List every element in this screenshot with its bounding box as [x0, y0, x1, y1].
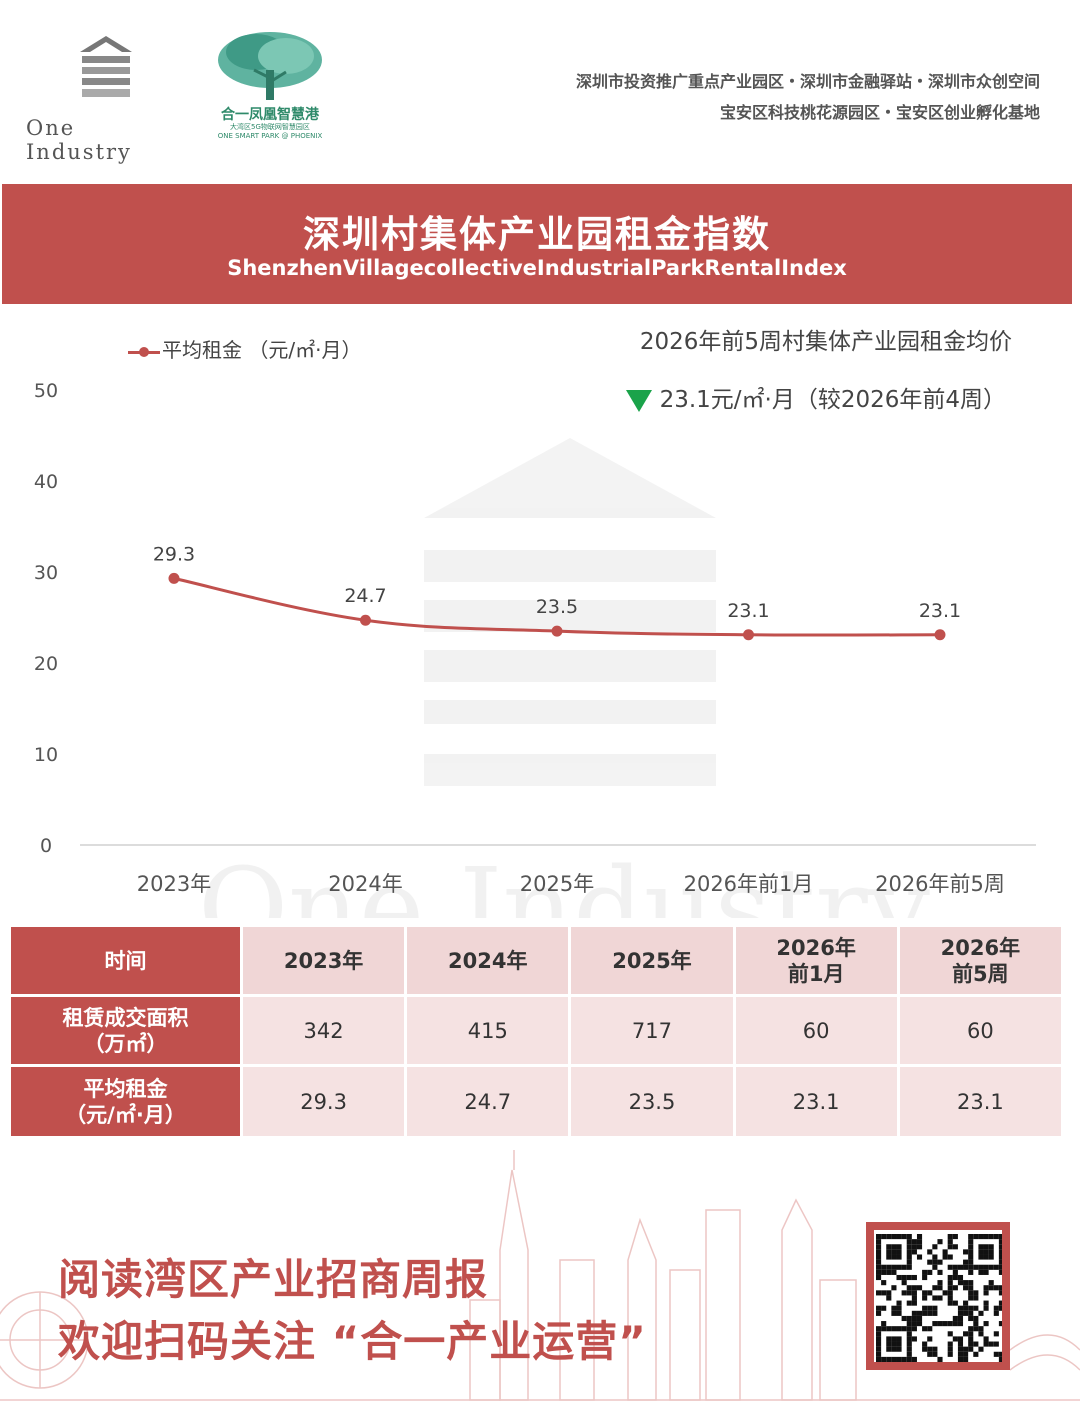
table-cell: 23.5	[568, 1064, 736, 1139]
page-footer: 阅读湾区产业招商周报 欢迎扫码关注 “合一产业运营”	[0, 1150, 1080, 1404]
table-row-label: 租赁成交面积 （万㎡）	[8, 994, 243, 1067]
table-column-header: 2026年 前1月	[732, 924, 900, 997]
y-tick-label: 0	[40, 835, 52, 857]
summary-value: 23.1元/㎡·月（较2026年前4周）	[625, 380, 1006, 414]
table-cell: 717	[568, 994, 736, 1067]
summary-value-text: 23.1元/㎡·月（较2026年前4周）	[659, 387, 1006, 413]
park-logo-name: 合一凤凰智慧港	[221, 107, 319, 123]
cta-line1: 阅读湾区产业招商周报	[58, 1255, 489, 1304]
series-point	[743, 629, 754, 641]
table-cell: 23.1	[896, 1064, 1065, 1139]
table-header-row: 时间 2023年 2024年 2025年 2026年 前1月 2026年 前5周	[8, 924, 1065, 997]
watermark-logo-icon	[424, 438, 716, 786]
park-logo: 合一凤凰智慧港 大湾区5G物联网智慧园区 ONE SMART PARK @ PH…	[210, 30, 330, 142]
data-label: 23.1	[919, 600, 961, 622]
legend-label: 平均租金 （元/㎡·月）	[162, 338, 362, 362]
one-industry-logo: One Industry	[26, 34, 186, 164]
table-cell: 342	[239, 994, 408, 1067]
table-cell: 23.1	[732, 1064, 900, 1139]
x-tick-label: 2024年	[328, 872, 402, 896]
data-table: 时间 2023年 2024年 2025年 2026年 前1月 2026年 前5周…	[8, 924, 1065, 1139]
y-tick-label: 20	[34, 653, 58, 675]
y-tick-label: 40	[34, 471, 58, 493]
qr-code-icon[interactable]	[866, 1222, 1010, 1370]
series-point	[360, 614, 371, 626]
series-point	[168, 572, 180, 584]
table-cell: 60	[896, 994, 1065, 1067]
cta-line2: 欢迎扫码关注 “合一产业运营”	[58, 1317, 647, 1366]
table-row: 平均租金 （元/㎡·月） 29.3 24.7 23.5 23.1 23.1	[8, 1064, 1065, 1139]
table-cell: 29.3	[239, 1064, 408, 1139]
y-tick-label: 50	[34, 380, 58, 402]
y-tick-label: 10	[34, 744, 58, 766]
x-tick-label: 2025年	[520, 872, 594, 896]
down-triangle-icon	[625, 389, 652, 412]
table-row: 租赁成交面积 （万㎡） 342 415 717 60 60	[8, 994, 1065, 1067]
page-title: 深圳村集体产业园租金指数	[303, 213, 771, 256]
page-header: One Industry 合一凤凰智慧港 大湾区5G物联网智慧园区 ONE SM…	[0, 0, 1080, 180]
title-banner: 深圳村集体产业园租金指数 ShenzhenVillagecollectiveIn…	[2, 184, 1072, 304]
rental-line-chart: 0 10 20 30 40 50 2023年 2024年 2025年 2026年前1月 2026年前…	[24, 318, 1054, 918]
x-tick-label: 2026年前5周	[875, 872, 1005, 896]
data-label: 29.3	[153, 543, 195, 565]
series-point	[551, 625, 563, 637]
table-cell: 60	[732, 994, 900, 1067]
summary-title: 2026年前5周村集体产业园租金均价	[639, 329, 1012, 355]
table-row-label: 平均租金 （元/㎡·月）	[8, 1064, 243, 1139]
data-label: 23.5	[536, 596, 578, 618]
y-tick-label: 30	[34, 562, 58, 584]
watermark-text: One Industry	[198, 844, 930, 918]
page-subtitle: ShenzhenVillagecollectiveIndustrialParkR…	[227, 256, 847, 280]
legend-line-marker-icon	[128, 345, 160, 359]
data-label: 24.7	[344, 585, 386, 607]
one-industry-logo-text: One Industry	[26, 116, 132, 164]
x-tick-label: 2023年	[137, 872, 211, 896]
park-logo-subtitle: 大湾区5G物联网智慧园区 ONE SMART PARK @ PHOENIX	[217, 123, 323, 140]
table-cell: 24.7	[404, 1064, 572, 1139]
table-column-header: 2023年	[239, 924, 408, 997]
city-skyline-icon	[0, 1150, 1080, 1401]
tree-logo-icon	[218, 32, 322, 100]
qr-code-pattern	[874, 1230, 1002, 1362]
chart-canvas: 0 10 20 30 40 50 2023年 2024年 2025年 2026年前1月 2026年前…	[34, 380, 1036, 918]
series-point	[934, 629, 946, 641]
chart-legend: 平均租金 （元/㎡·月）	[128, 334, 361, 363]
house-logo-icon	[80, 36, 132, 97]
table-column-header: 2024年	[404, 924, 572, 997]
tagline-line2: 宝安区科技桃花源园区・宝安区创业孵化基地	[719, 103, 1040, 122]
table-column-header: 2026年 前5周	[896, 924, 1065, 997]
data-label: 23.1	[727, 600, 769, 622]
table-corner-cell: 时间	[8, 924, 243, 997]
table-column-header: 2025年	[568, 924, 736, 997]
tagline-line1: 深圳市投资推广重点产业园区・深圳市金融驿站・深圳市众创空间	[575, 72, 1040, 91]
x-tick-label: 2026年前1月	[684, 872, 814, 896]
table-cell: 415	[404, 994, 572, 1067]
